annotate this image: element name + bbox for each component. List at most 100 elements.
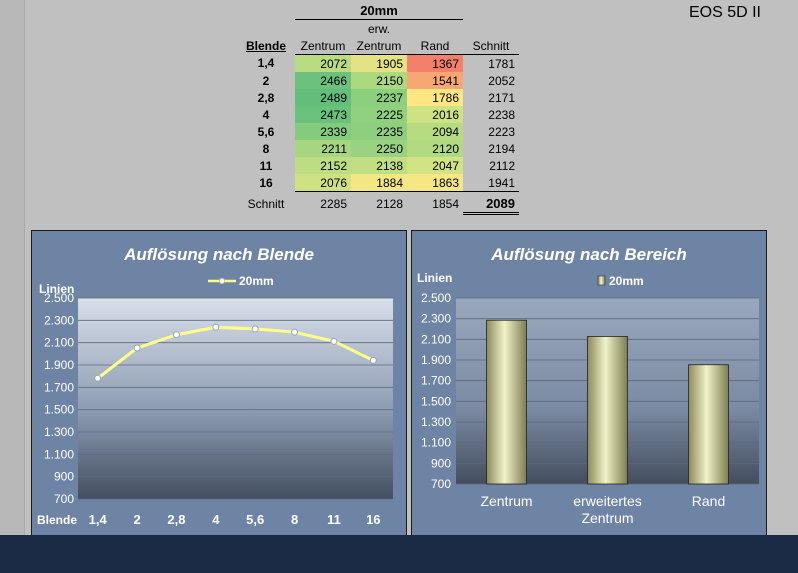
legend-marker <box>219 278 225 284</box>
value-cell: 1884 <box>351 174 407 192</box>
data-point <box>94 374 102 382</box>
value-cell: 1541 <box>407 72 463 89</box>
data-point <box>291 328 299 336</box>
average-row: Schnitt 2285 2128 1854 2089 <box>237 191 519 215</box>
blende-cell: 1,4 <box>257 56 275 71</box>
plot-area <box>78 298 393 499</box>
y-tick-label: 2.100 <box>44 336 74 350</box>
average-value-cell: 2128 <box>351 191 407 214</box>
blende-cell: 2 <box>262 73 270 88</box>
series-line-20mm <box>96 325 374 380</box>
value-cell: 2339 <box>295 123 351 140</box>
footer-bar <box>0 535 798 573</box>
x-tick-label: 4 <box>212 512 220 527</box>
blende-cell: 11 <box>259 158 273 173</box>
col-header-blende: Blende <box>245 38 286 53</box>
average-value-cell: 2285 <box>295 191 351 214</box>
col-header-rand: Rand <box>407 37 463 55</box>
line-chart: 700 900 1.100 1.300 1.500 1.700 1.900 2.100 2.30… <box>37 274 393 527</box>
data-point <box>251 325 259 333</box>
x-tick-label: 1,4 <box>89 512 108 527</box>
legend-label: 20mm <box>239 274 274 288</box>
y-tick-label: 2.300 <box>421 312 451 326</box>
x-tick-label: 8 <box>291 512 298 527</box>
y-axis-title: Linien <box>39 282 74 296</box>
bar-1 <box>587 336 628 485</box>
y-tick-label: 2.300 <box>44 313 74 327</box>
x-tick-label: Zentrum <box>480 493 532 509</box>
x-axis-title: Blende <box>37 513 77 527</box>
blende-cell: 5,6 <box>257 124 275 139</box>
y-tick-label: 1.900 <box>421 353 451 367</box>
bar-chart: 700 900 1.100 1.300 1.500 1.700 1.900 2.100 2.30… <box>417 271 759 526</box>
data-point <box>172 331 180 339</box>
x-tick-label: 2 <box>133 512 140 527</box>
bar-0 <box>486 319 527 485</box>
value-cell: 2120 <box>407 140 463 157</box>
value-cell: 2152 <box>295 157 351 174</box>
value-cell: 1863 <box>407 174 463 192</box>
table-row: 2 2466 2150 1541 2052 <box>237 72 519 89</box>
x-tick-label: 5,6 <box>246 512 264 527</box>
blende-cell: 16 <box>259 175 273 190</box>
chart-panel-bereich: Auflösung nach Bereich 700 900 1.100 1.300 1… <box>411 230 767 537</box>
average-cell: 2223 <box>488 124 515 139</box>
data-point <box>369 356 377 364</box>
chart-title-bereich: Auflösung nach Bereich <box>491 245 687 264</box>
table-row: 16 2076 1884 1863 1941 <box>237 174 519 192</box>
table-row: 11 2152 2138 2047 2112 <box>237 157 519 174</box>
x-tick-label: 2,8 <box>167 512 185 527</box>
value-cell: 2047 <box>407 157 463 174</box>
focal-length-header: 20mm <box>295 2 463 20</box>
average-cell: 1941 <box>488 175 515 190</box>
table-row: 5,6 2339 2235 2094 2223 <box>237 123 519 140</box>
y-axis-title: Linien <box>417 271 452 285</box>
blende-cell: 2,8 <box>257 90 275 105</box>
average-cell: 2052 <box>488 73 515 88</box>
data-point <box>133 344 141 352</box>
value-cell: 2138 <box>351 157 407 174</box>
y-tick-label: 2.500 <box>421 291 451 305</box>
value-cell: 2235 <box>351 123 407 140</box>
average-value-cell: 1854 <box>407 191 463 214</box>
col-header-schnitt: Schnitt <box>463 37 519 55</box>
y-tick-label: 1.500 <box>44 403 74 417</box>
value-cell: 2076 <box>295 174 351 192</box>
y-tick-label: 1.700 <box>421 374 451 388</box>
legend-label: 20mm <box>609 274 644 288</box>
x-tick-label: 11 <box>327 512 341 527</box>
average-label: Schnitt <box>247 197 285 211</box>
chart-title-blende: Auflösung nach Blende <box>124 245 314 264</box>
average-cell: 2112 <box>489 158 515 173</box>
y-tick-label: 1.500 <box>421 394 451 408</box>
y-tick-label: 700 <box>431 477 451 491</box>
x-tick-label: Rand <box>692 493 725 509</box>
y-tick-label: 1.900 <box>44 358 74 372</box>
col-header-erw-zentrum: Zentrum <box>351 37 407 55</box>
average-cell: 2194 <box>488 141 515 156</box>
col-header-zentrum: Zentrum <box>295 37 351 55</box>
row-header-band <box>0 0 25 535</box>
value-cell: 2211 <box>295 140 351 157</box>
average-cell: 1781 <box>488 56 515 71</box>
table-row: 1,4 2072 1905 1367 1781 <box>237 54 519 72</box>
y-tick-label: 1.300 <box>421 415 451 429</box>
bar-2 <box>688 364 729 485</box>
table-row: 8 2211 2250 2120 2194 <box>237 140 519 157</box>
overall-average-cell: 2089 <box>463 191 519 215</box>
legend-bar-swatch <box>597 275 606 286</box>
value-cell: 2072 <box>295 54 351 72</box>
value-cell: 2016 <box>407 106 463 123</box>
value-cell: 1786 <box>407 89 463 106</box>
x-tick-label: 16 <box>366 512 380 527</box>
blende-cell: 8 <box>262 141 270 156</box>
y-tick-label: 900 <box>431 456 451 470</box>
y-tick-label: 2.500 <box>44 291 74 305</box>
table-row: 4 2473 2225 2016 2238 <box>237 106 519 123</box>
value-cell: 2250 <box>351 140 407 157</box>
x-tick-label: erweitertes <box>573 493 641 509</box>
average-cell: 2238 <box>488 107 515 122</box>
y-tick-label: 700 <box>54 492 74 506</box>
blende-cell: 4 <box>262 107 270 122</box>
data-point <box>330 337 338 345</box>
